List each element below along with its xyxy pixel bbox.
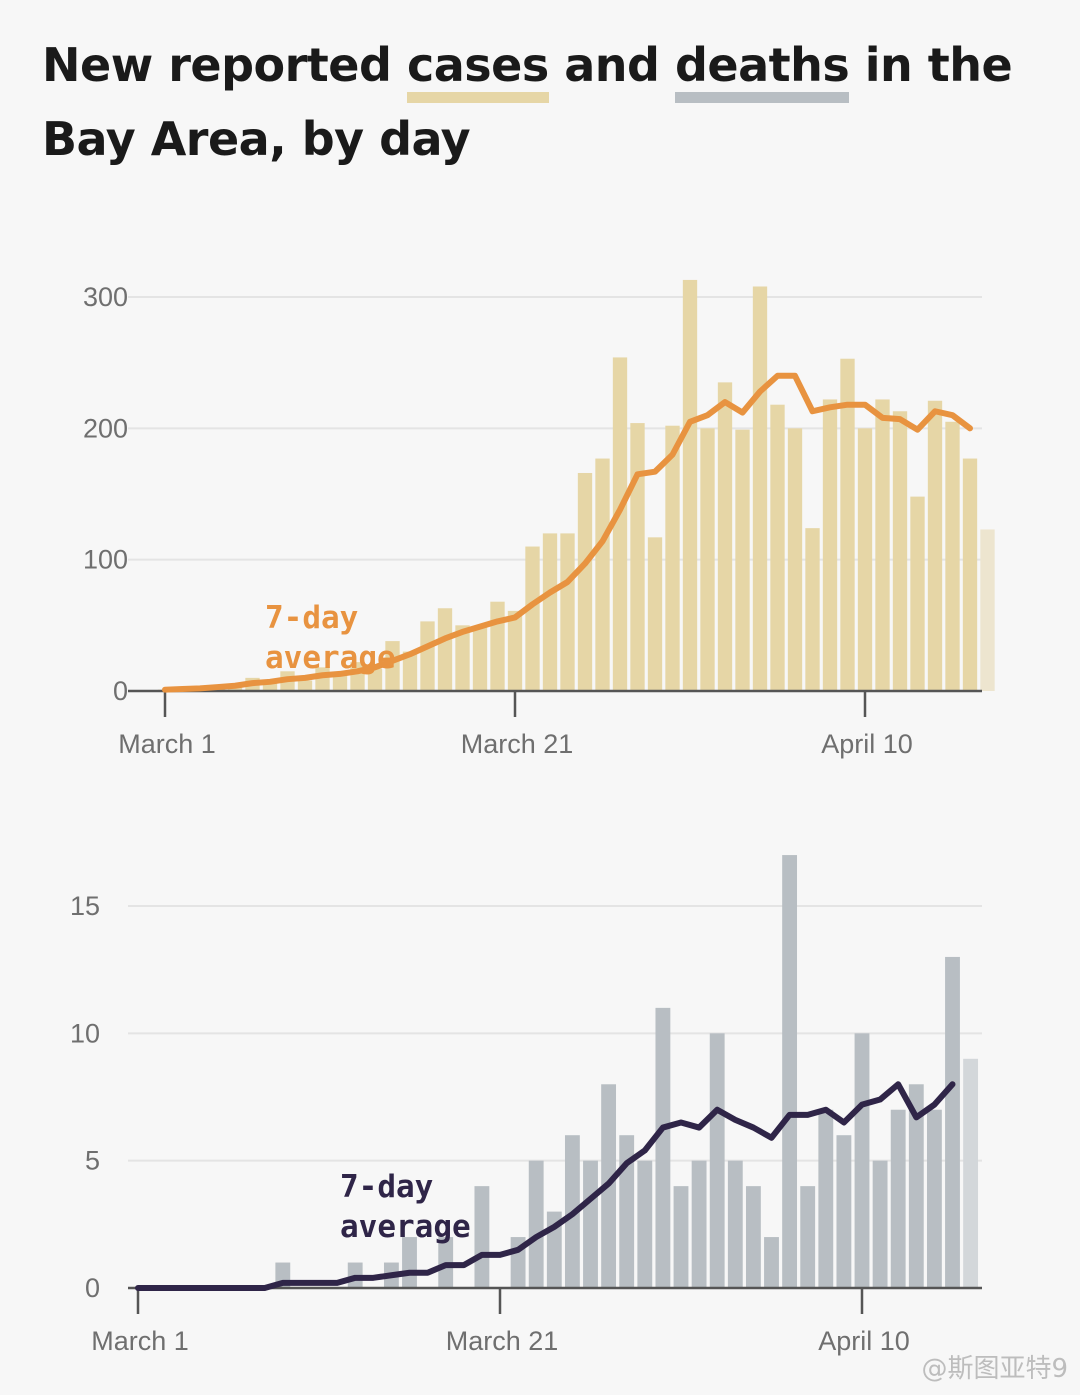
title-cases-word: cases xyxy=(406,38,549,103)
avg-annotation: 7-day average xyxy=(340,1169,471,1245)
cases-chart: 0 100 200 300 March 1 March 21 April 10 7-day av… xyxy=(83,279,995,759)
bar xyxy=(655,1007,671,1288)
bar xyxy=(709,1033,725,1288)
bar xyxy=(437,608,453,691)
bar xyxy=(402,651,418,691)
y-tick-label: 200 xyxy=(83,413,128,443)
x-tick-label: April 10 xyxy=(821,729,913,759)
bar xyxy=(927,400,943,691)
bar xyxy=(525,546,540,691)
x-tick-label: March 1 xyxy=(91,1326,189,1356)
bar xyxy=(836,1135,852,1288)
bar xyxy=(542,533,558,691)
bar xyxy=(945,421,960,691)
bar xyxy=(472,626,488,691)
y-tick-label: 5 xyxy=(85,1146,100,1176)
bar xyxy=(854,1033,870,1288)
bar xyxy=(297,680,313,691)
x-tick-label: March 1 xyxy=(118,729,216,759)
title-part-2: and xyxy=(548,38,675,92)
bar xyxy=(962,458,978,691)
bar xyxy=(787,428,803,691)
x-tick-label: March 21 xyxy=(446,1326,559,1356)
y-tick-label: 100 xyxy=(83,545,128,575)
bar xyxy=(560,533,575,691)
bar xyxy=(872,1160,888,1288)
bar xyxy=(474,1186,490,1288)
bar xyxy=(577,472,593,691)
bar xyxy=(490,601,505,691)
bar xyxy=(945,956,960,1288)
bar xyxy=(735,429,750,691)
title-part-1: New reported xyxy=(42,38,407,92)
bar xyxy=(619,1135,635,1288)
x-tick-label: March 21 xyxy=(461,729,574,759)
bar xyxy=(782,855,798,1288)
bar xyxy=(890,1109,906,1288)
bar xyxy=(818,1109,834,1288)
bar xyxy=(892,411,908,691)
title-deaths-word: deaths xyxy=(674,38,850,103)
bar xyxy=(980,529,995,691)
y-tick-label: 0 xyxy=(85,1273,100,1303)
bar xyxy=(875,399,890,691)
bar xyxy=(647,537,663,691)
bar xyxy=(822,399,838,691)
bar xyxy=(800,1186,816,1288)
y-tick-label: 300 xyxy=(83,282,128,312)
chart-title: New reported cases and deaths in the Bay… xyxy=(42,28,1042,176)
bar xyxy=(583,1160,598,1288)
bar xyxy=(717,382,733,691)
bar xyxy=(637,1160,653,1288)
bar xyxy=(910,496,925,691)
bar xyxy=(332,675,348,691)
bar xyxy=(367,668,383,691)
bar xyxy=(385,641,400,691)
y-tick-label: 0 xyxy=(113,676,128,706)
bar xyxy=(612,357,628,691)
bar xyxy=(840,358,855,691)
avg-7day-line xyxy=(162,372,973,693)
bar xyxy=(700,428,715,691)
bar xyxy=(805,528,820,691)
bar xyxy=(908,1084,924,1288)
bar xyxy=(691,1160,707,1288)
y-tick-label: 10 xyxy=(70,1018,100,1048)
bar xyxy=(595,458,610,691)
bar xyxy=(420,621,435,691)
bar xyxy=(926,1109,942,1288)
y-tick-label: 15 xyxy=(70,891,100,921)
bar xyxy=(262,683,278,691)
bar xyxy=(507,610,523,691)
bar xyxy=(682,279,698,691)
bar xyxy=(857,428,873,691)
bar xyxy=(770,404,785,691)
x-tick-label: April 10 xyxy=(818,1326,910,1356)
deaths-chart: 0 5 10 15 March 1 March 21 April 10 7-day averag… xyxy=(70,855,982,1356)
bar xyxy=(455,625,470,691)
bar xyxy=(727,1160,743,1288)
bar xyxy=(673,1186,689,1288)
bar xyxy=(630,423,645,691)
watermark: @斯图亚特9 xyxy=(921,1354,1068,1384)
avg-annotation: 7-day average xyxy=(265,600,396,676)
bar xyxy=(665,425,680,691)
bar xyxy=(745,1186,761,1288)
bar xyxy=(963,1058,979,1288)
avg-7day-line xyxy=(135,1081,956,1291)
bar xyxy=(752,286,768,691)
bar xyxy=(764,1237,779,1288)
bar xyxy=(528,1160,544,1288)
title-part-3: in the Bay Area, by day xyxy=(42,38,1013,166)
